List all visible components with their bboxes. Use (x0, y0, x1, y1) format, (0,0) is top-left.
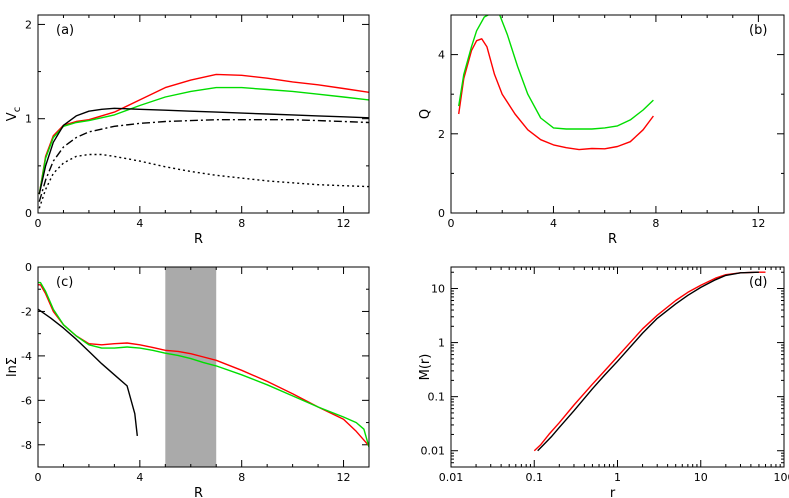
y-axis-label: lnΣ (5, 357, 20, 377)
x-tick-label: 4 (136, 471, 143, 484)
y-tick-label: 2 (438, 128, 445, 141)
y-tick-label: 0 (25, 261, 32, 274)
panel-label: (c) (56, 275, 73, 290)
panel-label: (b) (749, 23, 767, 38)
y-axis-label: Vc (5, 107, 23, 121)
y-tick-label: 4 (438, 49, 445, 62)
y-axis-label: M(r) (418, 354, 433, 381)
x-tick-label: 0.01 (439, 471, 464, 484)
x-axis-label: R (194, 232, 203, 247)
y-axis-label: Q (418, 109, 433, 119)
plot-frame (450, 266, 785, 468)
x-axis-label: r (610, 486, 616, 498)
y-tick-label: 10 (431, 283, 445, 296)
y-tick-label: -8 (21, 439, 32, 452)
x-tick-label: 12 (337, 471, 351, 484)
x-tick-label: 100 (774, 471, 789, 484)
shaded-band (165, 267, 217, 467)
series-line-3 (38, 107, 369, 195)
series-line-4 (38, 118, 369, 202)
series-line-1 (533, 271, 766, 452)
y-tick-label: 0.01 (421, 445, 446, 458)
panel-d: 0.01 0.1 1 10 100 0.01 0.1 1 10 (d) r M(r) (418, 266, 789, 498)
x-tick-label: 12 (337, 217, 351, 230)
x-tick-label: 0.1 (526, 471, 544, 484)
y-tick-label: 0 (25, 207, 32, 220)
y-tick-label: -6 (21, 394, 32, 407)
x-tick-label: 4 (550, 217, 557, 230)
x-tick-label: 4 (136, 217, 143, 230)
plot-frame (37, 266, 370, 468)
plot-frame (450, 14, 785, 214)
series-line-2 (458, 15, 654, 130)
y-tick-label: 2 (25, 18, 32, 31)
x-tick-label: 0 (448, 217, 455, 230)
series-line-2 (38, 281, 369, 448)
y-tick-label: 1 (438, 337, 445, 350)
x-tick-label: 12 (751, 217, 765, 230)
series-line-5 (38, 153, 369, 209)
series-line-1 (38, 73, 369, 195)
series-line-2 (38, 86, 369, 195)
x-tick-label: 1 (614, 471, 621, 484)
x-tick-label: 8 (652, 217, 659, 230)
y-tick-label: 1 (25, 113, 32, 126)
y-tick-label: 0.1 (428, 391, 446, 404)
x-axis-label: R (194, 486, 203, 498)
panel-b: 0 4 8 12 0 2 4 (b) R Q (418, 14, 785, 247)
plot-frame (37, 14, 370, 214)
x-axis-label: R (608, 232, 617, 247)
panel-label: (a) (56, 23, 74, 38)
x-tick-label: 0 (35, 217, 42, 230)
x-tick-label: 10 (694, 471, 708, 484)
y-tick-label: 0 (438, 207, 445, 220)
x-tick-label: 8 (238, 471, 245, 484)
series-line-1 (458, 38, 654, 151)
panel-label: (d) (749, 275, 767, 290)
series-line-3 (38, 308, 138, 436)
x-tick-label: 8 (238, 217, 245, 230)
y-tick-label: -2 (21, 305, 32, 318)
y-tick-label: -4 (21, 350, 32, 363)
x-tick-label: 0 (35, 471, 42, 484)
series-line-2 (537, 271, 759, 452)
